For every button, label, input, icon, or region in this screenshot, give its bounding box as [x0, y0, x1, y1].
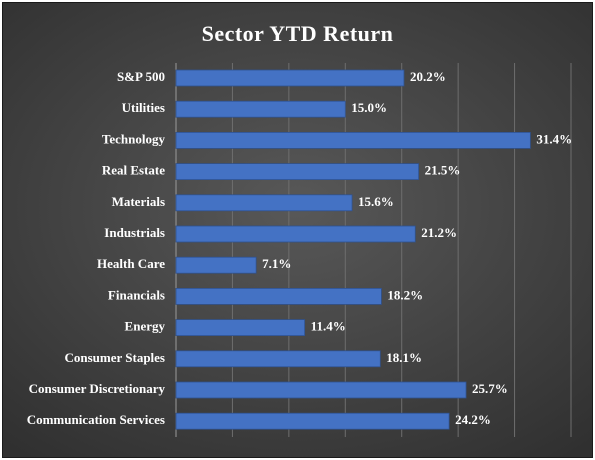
bar	[175, 381, 467, 399]
bars	[175, 69, 531, 430]
data-label: 11.4%	[311, 319, 346, 334]
data-label: 18.1%	[386, 350, 422, 365]
category-label: Health Care	[97, 256, 165, 271]
bar	[175, 131, 531, 149]
category-label: Real Estate	[102, 163, 165, 178]
category-label: Materials	[112, 194, 165, 209]
data-label: 24.2%	[455, 412, 491, 427]
category-label: S&P 500	[117, 69, 165, 84]
bar	[175, 69, 405, 87]
data-label: 7.1%	[262, 256, 291, 271]
bar	[175, 287, 382, 305]
data-label: 21.5%	[425, 163, 461, 178]
category-label: Industrials	[104, 225, 165, 240]
chart-title: Sector YTD Return	[201, 21, 394, 46]
bar	[175, 256, 257, 274]
gridlines	[175, 63, 572, 437]
data-label: 15.0%	[351, 100, 387, 115]
category-label: Consumer Discretionary	[29, 381, 166, 396]
labels: S&P 500 20.2% Utilities 15.0% Technology 31.4…	[27, 69, 572, 427]
data-label: 18.2%	[387, 287, 423, 302]
data-label: 20.2%	[410, 69, 446, 84]
category-label: Consumer Staples	[64, 350, 165, 365]
bar	[175, 100, 346, 118]
category-label: Financials	[108, 287, 165, 302]
data-label: 21.2%	[421, 225, 457, 240]
data-label: 25.7%	[472, 381, 508, 396]
data-label: 15.6%	[358, 194, 394, 209]
bar	[175, 412, 450, 430]
bar	[175, 319, 306, 337]
plot-area: S&P 500 20.2% Utilities 15.0% Technology 31.4…	[27, 63, 572, 437]
category-label: Technology	[102, 131, 166, 146]
category-label: Utilities	[122, 100, 165, 115]
category-label: Energy	[125, 319, 166, 334]
bar	[175, 194, 353, 212]
category-label: Communication Services	[27, 412, 165, 427]
data-label: 31.4%	[536, 131, 572, 146]
bar	[175, 163, 420, 181]
bar	[175, 225, 416, 243]
bar	[175, 350, 381, 368]
